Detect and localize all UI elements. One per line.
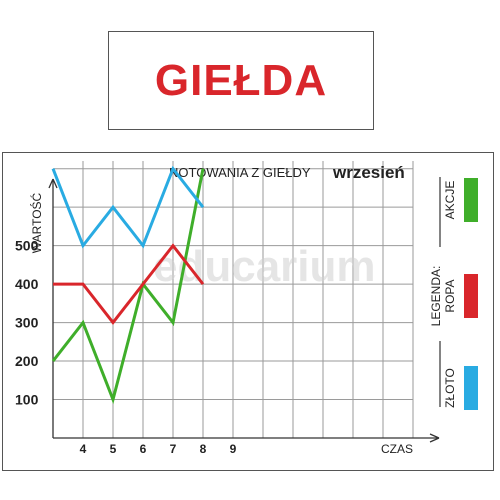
y-tick-label: 300 [15, 315, 39, 331]
series-line-akcje [51, 168, 205, 405]
y-tick-label: 200 [15, 353, 39, 369]
legend-swatch-ropa [464, 274, 478, 318]
title-box: GIEŁDA [108, 31, 374, 130]
y-tick-label: 500 [15, 238, 39, 254]
legend-title: LEGENDA: [429, 266, 443, 327]
x-tick-label: 5 [110, 442, 117, 456]
legend-label-ropa: ROPA [443, 279, 457, 312]
x-axis-label: CZAS [381, 442, 413, 456]
x-tick-label: 4 [80, 442, 87, 456]
x-tick-label: 6 [140, 442, 147, 456]
y-tick-label: 100 [15, 392, 39, 408]
series-line-ropa [53, 243, 205, 326]
series-line-złoto [51, 165, 205, 249]
y-tick-label: 400 [15, 276, 39, 292]
y-axis-label: WARTOŚĆ [29, 192, 44, 253]
legend-label-akcje: AKCJE [443, 181, 457, 220]
y-axis-arrow [48, 178, 58, 189]
chart-subtitle: wrzesień [332, 163, 405, 182]
legend-swatch-złoto [464, 366, 478, 410]
chart-board: educarium 4 5 6 7 8 9 100 200 300 400 500 CZAS WARTOŚ… [2, 152, 494, 471]
x-tick-label: 7 [170, 442, 177, 456]
x-axis-arrow [429, 433, 440, 443]
page-heading: GIEŁDA [154, 55, 328, 105]
legend-swatch-akcje [464, 178, 478, 222]
legend-label-złoto: ZŁOTO [443, 368, 457, 408]
x-tick-label: 9 [230, 442, 237, 456]
x-tick-label: 8 [200, 442, 207, 456]
chart-title: NOTOWANIA Z GIEŁDY [169, 165, 311, 180]
